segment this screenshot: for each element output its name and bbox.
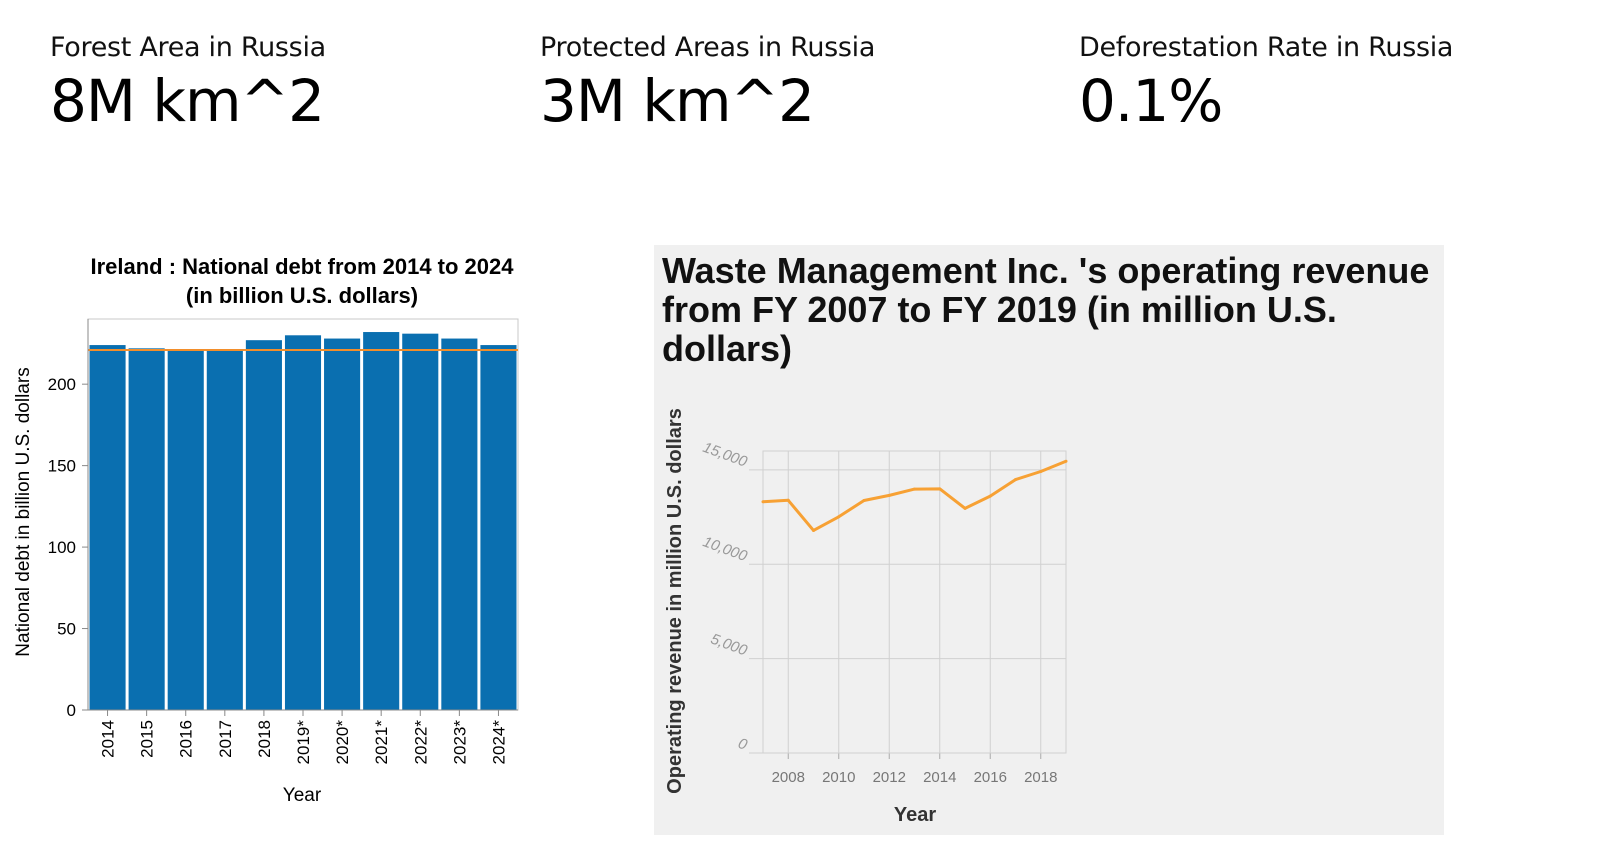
- x-tick-label: 2018: [1024, 769, 1057, 786]
- y-tick-label: 100: [48, 538, 76, 557]
- y-tick-label: 15,000: [701, 439, 751, 471]
- bar: [441, 338, 478, 710]
- x-tick-label: 2014: [923, 769, 956, 786]
- data-point: [786, 498, 790, 502]
- x-tick-label: 2018: [255, 720, 274, 758]
- y-axis-title: National debt in billion U.S. dollars: [13, 367, 34, 656]
- chart-title: Waste Management Inc. 's operating reven…: [662, 250, 1430, 369]
- data-point: [938, 487, 942, 491]
- x-axis-title: Year: [894, 804, 936, 826]
- kpi-label: Deforestation Rate in Russia: [1079, 32, 1454, 63]
- data-point: [887, 493, 891, 497]
- debt-bar-chart: Ireland : National debt from 2014 to 202…: [13, 254, 519, 806]
- y-tick-label: 10,000: [701, 533, 751, 565]
- bar: [167, 349, 204, 710]
- y-tick-label: 200: [48, 375, 76, 394]
- kpi-value: 0.1%: [1079, 67, 1223, 135]
- bar: [206, 349, 243, 710]
- bar: [89, 345, 126, 710]
- bar: [363, 332, 400, 710]
- revenue-line-chart: 2008 2010 2012 2014 2016 2018 0 5,000 10,000 15,0…: [664, 408, 1068, 826]
- y-tick-label: 0: [736, 735, 750, 754]
- bar: [324, 338, 361, 710]
- bar: [284, 335, 322, 710]
- data-point: [1014, 478, 1017, 482]
- x-tick-label: 2022*: [411, 720, 430, 765]
- x-tick-label: 2017: [216, 720, 235, 758]
- debt-chart-panel: Ireland : National debt from 2014 to 202…: [0, 245, 560, 845]
- kpi-value: 8M km^2: [50, 67, 325, 135]
- x-tick-label: 2014: [99, 720, 118, 758]
- x-tick-label: 2024*: [489, 720, 508, 765]
- data-point: [837, 515, 841, 519]
- plot-frame: [762, 450, 1067, 754]
- x-tick-label: 2012: [873, 769, 906, 786]
- data-point: [988, 494, 992, 498]
- revenue-chart-panel: Waste Management Inc. 's operating reven…: [654, 245, 1444, 835]
- x-tick-label: 2008: [772, 769, 805, 786]
- x-tick-label: 2015: [138, 720, 157, 758]
- y-tick-label: 150: [48, 457, 76, 476]
- chart-title-line-1: Ireland : National debt from 2014 to 202…: [90, 254, 514, 279]
- x-tick-label: 2016: [974, 769, 1007, 786]
- bar: [128, 348, 165, 710]
- data-point: [812, 528, 815, 532]
- data-point: [1064, 459, 1068, 463]
- x-axis-title: Year: [283, 785, 322, 806]
- y-tick-label: 0: [67, 701, 76, 720]
- chart-title-line-2: (in billion U.S. dollars): [186, 283, 418, 308]
- bar: [480, 345, 517, 710]
- x-tick-label: 2021*: [372, 720, 391, 765]
- y-tick-label: 5,000: [708, 631, 750, 660]
- kpi-label: Protected Areas in Russia: [540, 32, 876, 63]
- y-tick-label: 50: [57, 620, 76, 639]
- data-point: [862, 498, 866, 502]
- kpi-forest-area: Forest Area in Russia 8M km^2: [50, 32, 326, 135]
- revenue-series-line: [762, 459, 1067, 532]
- data-point: [913, 487, 916, 491]
- bar: [402, 333, 439, 710]
- data-point: [1039, 469, 1043, 473]
- x-tick-label: 2010: [822, 769, 855, 786]
- kpi-label: Forest Area in Russia: [50, 32, 326, 63]
- x-tick-label: 2020*: [333, 720, 352, 765]
- kpi-protected-areas: Protected Areas in Russia 3M km^2: [540, 32, 875, 135]
- y-axis-title: Operating revenue in million U.S. dollar…: [664, 408, 686, 794]
- x-tick-label: 2019*: [294, 720, 313, 765]
- data-point: [761, 500, 765, 504]
- x-tick-label: 2023*: [450, 720, 469, 765]
- bar: [245, 340, 282, 710]
- data-point: [963, 506, 967, 510]
- kpi-deforestation-rate: Deforestation Rate in Russia 0.1%: [1079, 32, 1453, 135]
- kpi-value: 3M km^2: [540, 67, 815, 135]
- x-tick-label: 2016: [177, 720, 196, 758]
